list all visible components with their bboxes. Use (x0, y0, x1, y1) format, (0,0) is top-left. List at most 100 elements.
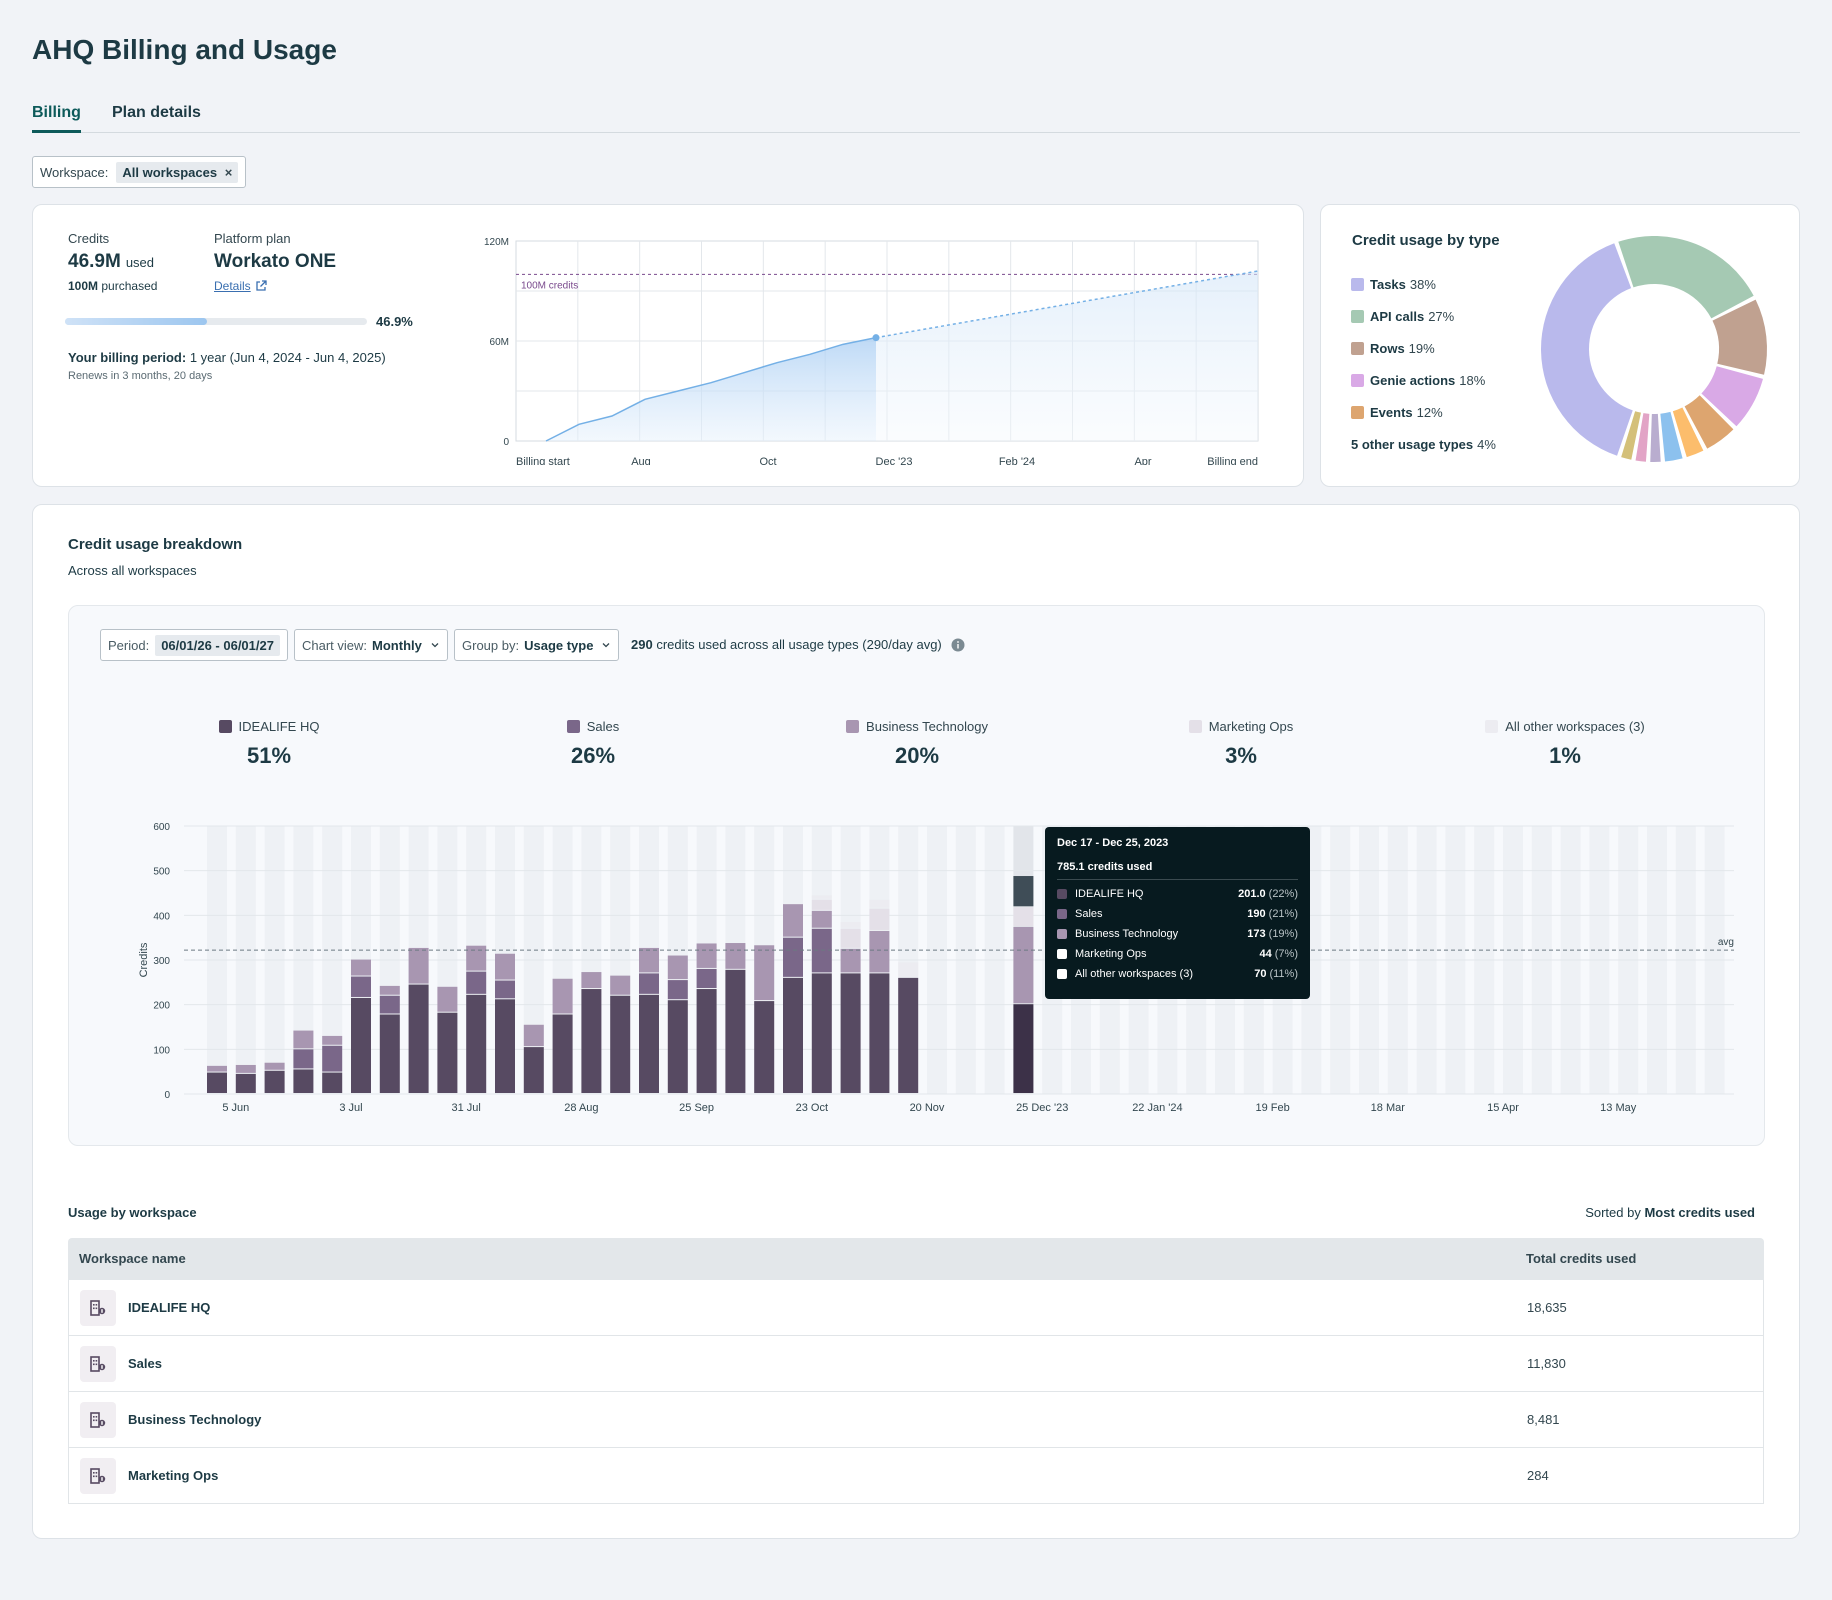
workspace-table-row[interactable]: Sales 11,830 (68, 1336, 1764, 1392)
bar-segment (811, 899, 832, 910)
bar-segment (293, 1030, 314, 1049)
tooltip-row-name: IDEALIFE HQ (1075, 887, 1144, 900)
y-tick-label: 200 (153, 1001, 170, 1012)
sort-control[interactable]: Sorted by Most credits used (1585, 1205, 1755, 1220)
usage-summary-text: credits used across all usage types (290… (656, 637, 942, 652)
external-link-icon (256, 280, 267, 291)
plan-details-link[interactable]: Details (214, 279, 267, 293)
bar-segment (754, 1001, 775, 1093)
bar-segment (466, 971, 487, 994)
bar-segment (351, 997, 371, 1093)
y-tick-label: 120M (484, 237, 509, 248)
tooltip-row-pct: (19%) (1268, 927, 1298, 940)
workspace-building-icon (80, 1290, 116, 1326)
donut-segment (1621, 411, 1641, 460)
credits-used-value: 46.9M (68, 251, 121, 272)
clear-filter-icon[interactable]: × (224, 164, 233, 180)
bar-segment (552, 1014, 573, 1093)
bar-segment (696, 989, 717, 1093)
x-tick-label: Billing end (1207, 456, 1258, 465)
x-tick-label: 18 Mar (1371, 1102, 1406, 1114)
workspace-name[interactable]: Sales (128, 1356, 162, 1371)
tooltip-row-pct: (11%) (1269, 967, 1298, 980)
breakdown-controls: Period: 06/01/26 - 06/01/27 Chart view: … (100, 629, 1300, 661)
stat-pct: 1% (1549, 743, 1581, 768)
info-icon[interactable] (951, 638, 965, 652)
tab-billing[interactable]: Billing (32, 104, 81, 133)
projected-area (876, 271, 1258, 441)
workspace-filter-value[interactable]: All workspaces × (116, 161, 239, 183)
bar-segment (783, 937, 803, 977)
workspace-table-row[interactable]: Marketing Ops 284 (68, 1448, 1764, 1504)
tooltip-row: Marketing Ops 44 (7%) (1057, 947, 1298, 960)
workspace-filter-label: Workspace: (40, 164, 109, 180)
credits-progress-pct: 46.9% (376, 314, 413, 329)
col-total-credits[interactable]: Total credits used (1526, 1251, 1637, 1266)
workspace-total-credits: 284 (1527, 1468, 1549, 1483)
workspace-table-row[interactable]: Business Technology 8,481 (68, 1392, 1764, 1448)
workspace-name[interactable]: Marketing Ops (128, 1468, 219, 1483)
stat-name: Marketing Ops (1208, 719, 1294, 734)
stat-swatch (1485, 720, 1499, 733)
workspace-filter[interactable]: Workspace: All workspaces × (32, 156, 247, 188)
credits-progress-bar (65, 318, 367, 325)
bar-segment (783, 904, 803, 937)
workspace-name[interactable]: IDEALIFE HQ (128, 1300, 211, 1315)
bar-segment (293, 1049, 314, 1069)
donut-segment (1712, 299, 1767, 375)
tooltip-swatch (1057, 948, 1067, 959)
stat-label: Marketing Ops (1121, 719, 1361, 734)
tab-plan-details[interactable]: Plan details (112, 104, 201, 121)
usage-type-legend-item: 5 other usage types 4% (1351, 437, 1496, 452)
x-tick-label: Apr (1134, 456, 1151, 465)
y-tick-label: 500 (153, 867, 170, 878)
workspace-table-row[interactable]: IDEALIFE HQ 18,635 (68, 1280, 1764, 1336)
usage-type-legend-item: Tasks 38% (1351, 277, 1436, 292)
legend-swatch (1351, 310, 1364, 323)
x-tick-label: Feb '24 (999, 456, 1035, 465)
col-workspace-name[interactable]: Workspace name (79, 1251, 186, 1266)
sorted-by-label: Sorted by (1585, 1205, 1641, 1220)
workspace-name[interactable]: Business Technology (128, 1412, 262, 1427)
bar-segment (351, 976, 371, 997)
bar-segment (379, 1014, 400, 1093)
tooltip-row-name: Marketing Ops (1075, 947, 1147, 960)
bar-segment (523, 1024, 544, 1047)
y-tick-label: 300 (153, 956, 170, 967)
legend-name: 5 other usage types (1351, 437, 1474, 452)
period-selector[interactable]: Period: 06/01/26 - 06/01/27 (100, 629, 288, 661)
bar-segment (322, 1035, 343, 1045)
breakdown-title: Credit usage breakdown (68, 536, 243, 553)
tooltip-row-value: 44 (1259, 947, 1272, 960)
bar-segment (495, 980, 515, 999)
bar-segment (235, 1064, 256, 1073)
bar-segment (696, 968, 717, 989)
legend-pct: 27% (1428, 309, 1455, 324)
y-tick-label: 600 (153, 822, 170, 833)
bar-segment (840, 948, 861, 973)
plan-label: Platform plan (214, 231, 291, 246)
bar-segment (869, 908, 890, 930)
x-tick-label: Aug (631, 456, 651, 465)
group-by-label: Group by: (462, 637, 520, 653)
actual-line (545, 336, 877, 442)
bar-segment (264, 1062, 285, 1070)
sorted-by-value: Most credits used (1644, 1205, 1755, 1220)
usage-by-type-card: Credit usage by type Tasks 38% API calls 27… (1320, 204, 1800, 487)
group-by-select[interactable]: Group by: Usage type (454, 629, 620, 661)
bar-segment (840, 928, 861, 948)
x-tick-label: 25 Dec '23 (1016, 1102, 1068, 1114)
stat-label: Sales (473, 719, 713, 734)
credits-used-suffix: used (125, 255, 155, 270)
bar-segment (696, 943, 717, 968)
legend-name: Genie actions (1370, 373, 1456, 388)
bar-segment (610, 975, 631, 995)
page-title: AHQ Billing and Usage (32, 34, 337, 65)
legend-swatch (1351, 374, 1364, 387)
donut-segment (1701, 366, 1763, 427)
chart-view-select[interactable]: Chart view: Monthly (294, 629, 448, 661)
weekly-stacked-bar-chart: 0 100 200 300 400 500 600 Credits avg 5 Jun 3 Jul 3… (138, 822, 1734, 1114)
period-value: 06/01/26 - 06/01/27 (155, 634, 280, 656)
x-tick-label: 28 Aug (564, 1102, 598, 1114)
x-tick-label: 23 Oct (796, 1102, 828, 1114)
